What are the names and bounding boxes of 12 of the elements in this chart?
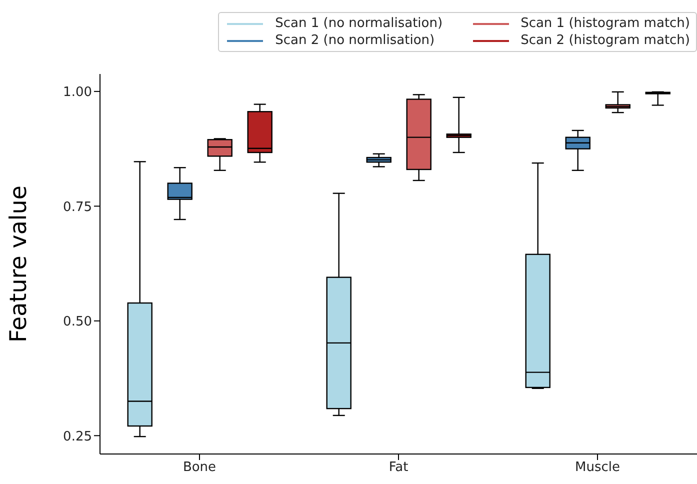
y-tick-label: 1.00 (63, 85, 92, 100)
y-tick-label: 0.50 (63, 314, 92, 330)
y-axis-title: Feature value (6, 185, 32, 343)
x-tick-label: Bone (182, 460, 216, 476)
x-tick-label: Muscle (575, 460, 620, 476)
y-tick-label: 0.25 (63, 429, 92, 444)
legend-label: Scan 2 (histogram match) (520, 33, 690, 48)
x-tick-label: Fat (388, 460, 408, 476)
y-tick-label: 0.75 (63, 200, 92, 215)
legend-label: Scan 1 (no normalisation) (275, 16, 443, 31)
legend-label: Scan 1 (histogram match) (520, 16, 690, 31)
legend-label: Scan 2 (no normlisation) (275, 33, 435, 48)
